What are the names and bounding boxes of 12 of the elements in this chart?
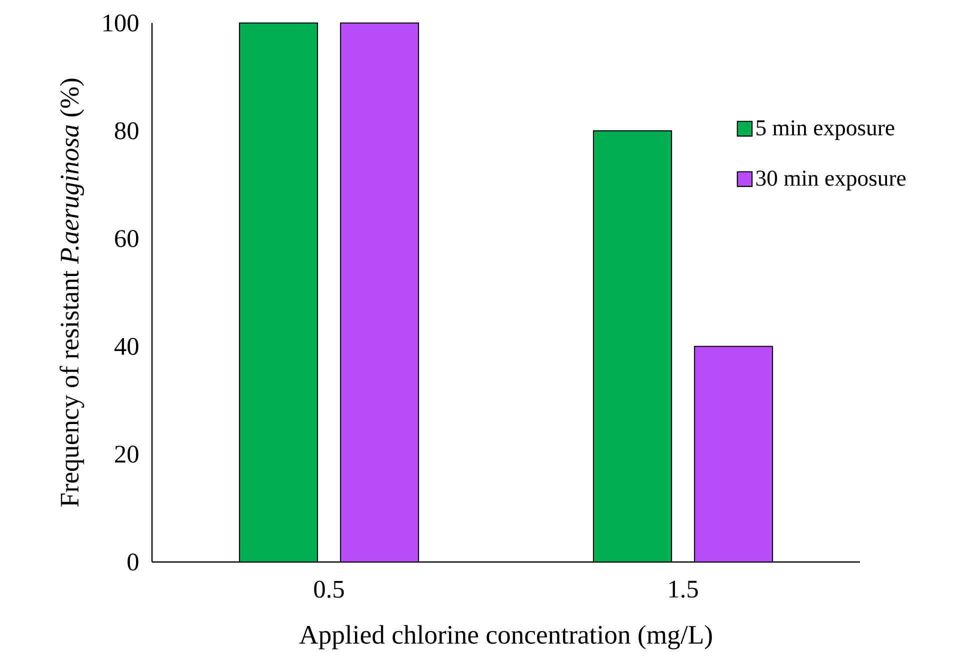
y-tick-label: 40 xyxy=(114,338,138,355)
x-axis-title: Applied chlorine concentration (mg/L) xyxy=(299,625,712,650)
y-tick-label: 0 xyxy=(128,553,138,571)
y-tick-label: 80 xyxy=(114,122,138,140)
legend-label: 5 min exposure xyxy=(756,120,894,140)
y-tick-label: 100 xyxy=(104,14,138,32)
y-tick-label: 20 xyxy=(115,446,138,463)
legend-label: 30 min exposure xyxy=(756,170,906,190)
y-axis-title: Frequency of resistant P.aeruginosa (%) xyxy=(60,78,84,507)
x-tick-label: 1.5 xyxy=(669,580,698,598)
y-tick-label: 60 xyxy=(115,230,138,248)
x-tick-label: 0.5 xyxy=(314,580,344,598)
